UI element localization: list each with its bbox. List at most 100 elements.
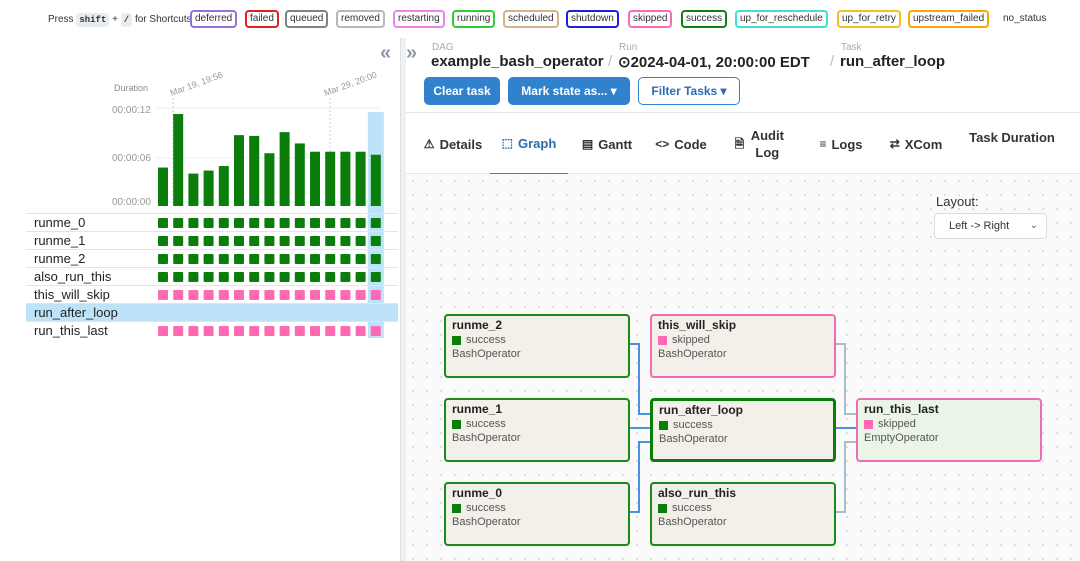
task-instance-square[interactable] (370, 218, 381, 228)
task-instance-square[interactable] (325, 326, 336, 336)
task-instance-square[interactable] (325, 254, 336, 264)
expand-panel-icon[interactable]: » (406, 42, 418, 64)
task-instance-square[interactable] (279, 236, 290, 246)
graph-node-run-after-loop[interactable]: run_after_loop success BashOperator (650, 398, 836, 462)
task-instance-square[interactable] (310, 218, 320, 228)
duration-bar[interactable] (294, 143, 305, 206)
tab-logs[interactable]: ≡ Logs (810, 113, 872, 175)
tab-graph[interactable]: ⬚ Graph (490, 113, 568, 175)
task-instance-square[interactable] (188, 326, 199, 336)
task-instance-square[interactable] (158, 236, 168, 246)
duration-bar[interactable] (340, 151, 351, 206)
task-instance-square[interactable] (203, 236, 214, 246)
tab-xcom[interactable]: ⇄ XCom (882, 113, 950, 175)
layout-select[interactable]: Left -> Right ⌄ (934, 213, 1047, 239)
tab-code[interactable]: <> Code (650, 113, 712, 175)
task-instance-square[interactable] (294, 218, 305, 228)
task-instance-square[interactable] (325, 272, 336, 282)
task-instance-square[interactable] (203, 218, 214, 228)
panel-divider[interactable] (400, 38, 406, 561)
duration-bar[interactable] (173, 114, 184, 206)
task-instance-square[interactable] (325, 236, 336, 246)
task-instance-square[interactable] (325, 290, 336, 300)
graph-node-runme-1[interactable]: runme_1 success BashOperator (444, 398, 630, 462)
task-instance-square[interactable] (370, 326, 381, 336)
task-instance-square[interactable] (203, 326, 214, 336)
task-instance-square[interactable] (218, 272, 229, 282)
task-instance-square[interactable] (264, 290, 275, 300)
task-instance-square[interactable] (310, 236, 320, 246)
duration-bar[interactable] (279, 132, 290, 206)
legend-restarting[interactable]: restarting (393, 10, 445, 28)
task-instance-square[interactable] (234, 272, 244, 282)
task-instance-square[interactable] (188, 290, 199, 300)
task-instance-square[interactable] (188, 236, 199, 246)
task-instance-square[interactable] (294, 254, 305, 264)
graph-node-runme-2[interactable]: runme_2 success BashOperator (444, 314, 630, 378)
task-instance-square[interactable] (158, 272, 168, 282)
legend-scheduled[interactable]: scheduled (503, 10, 559, 28)
task-instance-square[interactable] (249, 254, 260, 264)
task-instance-square[interactable] (355, 218, 366, 228)
task-instance-square[interactable] (173, 326, 184, 336)
task-instance-square[interactable] (249, 236, 260, 246)
task-instance-square[interactable] (173, 218, 184, 228)
task-instance-square[interactable] (294, 290, 305, 300)
duration-bar[interactable] (249, 135, 260, 206)
task-instance-square[interactable] (173, 236, 184, 246)
task-instance-square[interactable] (234, 326, 244, 336)
task-instance-square[interactable] (158, 326, 168, 336)
task-instance-square[interactable] (218, 326, 229, 336)
task-row[interactable]: runme_2 (26, 249, 398, 267)
task-instance-square[interactable] (340, 254, 351, 264)
task-instance-square[interactable] (310, 290, 320, 300)
task-instance-square[interactable] (325, 218, 336, 228)
task-instance-square[interactable] (218, 290, 229, 300)
legend-queued[interactable]: queued (285, 10, 329, 28)
legend-deferred[interactable]: deferred (190, 10, 238, 28)
filter-tasks-button[interactable]: Filter Tasks ▾ (638, 77, 740, 105)
task-instance-square[interactable] (279, 254, 290, 264)
task-row[interactable]: runme_1 (26, 231, 398, 249)
task-instance-square[interactable] (188, 272, 199, 282)
legend-removed[interactable]: removed (336, 10, 385, 28)
task-instance-square[interactable] (203, 290, 214, 300)
task-instance-square[interactable] (340, 218, 351, 228)
task-instance-square[interactable] (188, 254, 199, 264)
task-instance-square[interactable] (279, 218, 290, 228)
legend-upstream-failed[interactable]: upstream_failed (908, 10, 990, 28)
task-instance-square[interactable] (234, 254, 244, 264)
task-instance-square[interactable] (264, 236, 275, 246)
tab-gantt[interactable]: ▤ Gantt (574, 113, 640, 175)
legend-success[interactable]: success (681, 10, 728, 28)
tab-task-duration[interactable]: Task Duration (962, 113, 1062, 175)
legend-up-for-retry[interactable]: up_for_retry (837, 10, 901, 28)
task-row[interactable]: run_after_loop (26, 303, 398, 321)
task-row[interactable]: also_run_this (26, 267, 398, 285)
task-instance-square[interactable] (173, 272, 184, 282)
task-instance-square[interactable] (294, 236, 305, 246)
duration-bar[interactable] (158, 167, 168, 206)
duration-bar[interactable] (325, 151, 336, 206)
task-instance-square[interactable] (340, 326, 351, 336)
task-instance-square[interactable] (218, 218, 229, 228)
task-instance-square[interactable] (355, 272, 366, 282)
collapse-panel-icon[interactable]: « (380, 42, 392, 64)
task-instance-square[interactable] (203, 272, 214, 282)
tab-audit-log[interactable]: 🗎 Audit Log (724, 113, 796, 175)
duration-bar[interactable] (370, 154, 381, 206)
task-instance-square[interactable] (203, 254, 214, 264)
task-instance-square[interactable] (340, 290, 351, 300)
legend-skipped[interactable]: skipped (628, 10, 673, 28)
task-instance-square[interactable] (234, 236, 244, 246)
task-instance-square[interactable] (249, 290, 260, 300)
duration-bar[interactable] (188, 173, 199, 206)
task-instance-square[interactable] (355, 254, 366, 264)
task-instance-square[interactable] (370, 290, 381, 300)
task-row[interactable]: run_this_last (26, 321, 398, 339)
task-instance-square[interactable] (355, 236, 366, 246)
task-instance-square[interactable] (370, 272, 381, 282)
duration-bar[interactable] (310, 151, 320, 206)
task-instance-square[interactable] (234, 290, 244, 300)
legend-failed[interactable]: failed (245, 10, 279, 28)
